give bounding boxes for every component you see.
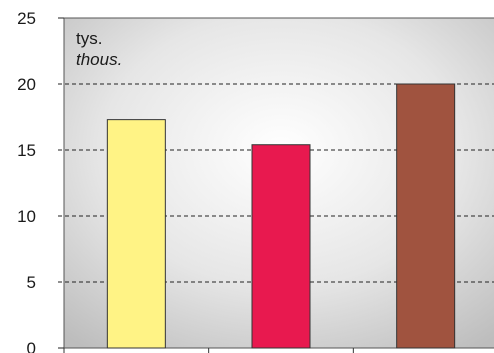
y-tick-label: 0 bbox=[27, 339, 36, 353]
bars bbox=[106, 83, 456, 349]
y-tick-label: 5 bbox=[27, 273, 36, 292]
unit-label-secondary: thous. bbox=[76, 50, 122, 69]
y-tick-label: 10 bbox=[17, 207, 36, 226]
bar bbox=[251, 144, 311, 349]
y-tick-label: 15 bbox=[17, 141, 36, 160]
x-axis-ticks bbox=[63, 348, 354, 353]
bar bbox=[106, 119, 166, 349]
y-tick-label: 25 bbox=[17, 9, 36, 28]
unit-label-primary: tys. bbox=[76, 29, 102, 48]
bar bbox=[396, 83, 456, 349]
y-axis: 0 5 10 15 20 25 bbox=[17, 9, 64, 353]
y-tick-label: 20 bbox=[17, 75, 36, 94]
